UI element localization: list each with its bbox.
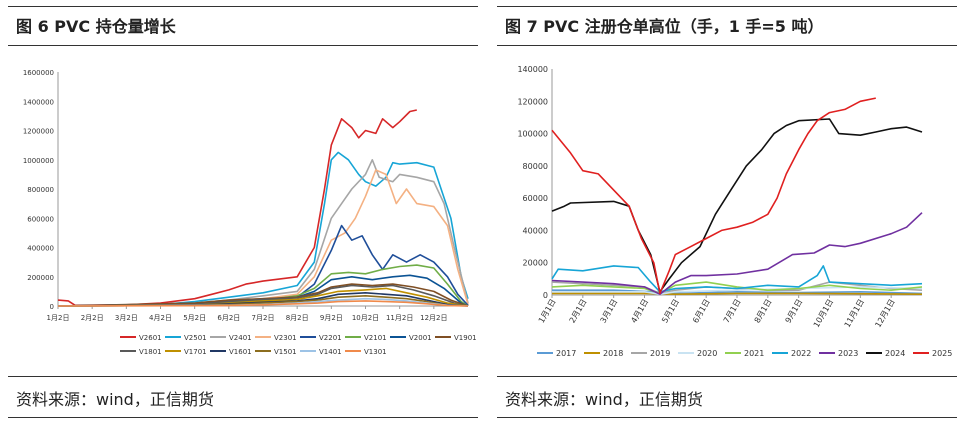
y-tick-label: 140000 — [517, 65, 548, 74]
x-tick-label: 4月2日 — [149, 314, 172, 322]
legend-label-2019: 2019 — [650, 349, 670, 358]
chart-title: 图 6 PVC 持仓量增长 — [16, 17, 176, 36]
series-line-2025 — [551, 97, 876, 295]
x-tick-label: 8月1日 — [753, 298, 774, 325]
y-tick-label: 600000 — [27, 215, 54, 223]
x-tick-label: 6月1日 — [691, 298, 712, 325]
source-note: 资料来源：wind，正信期货 — [505, 390, 703, 409]
bottom-rule — [497, 417, 957, 418]
x-tick-label: 10月1日 — [812, 298, 835, 330]
y-tick-label: 100000 — [517, 130, 548, 139]
x-tick-label: 3月1日 — [599, 298, 620, 325]
series-line-V1801 — [57, 284, 469, 307]
y-tick-label: 0 — [50, 303, 54, 311]
y-tick-label: 20000 — [523, 259, 548, 268]
right-chart-panel: 图 7 PVC 注册仓单高位（手，1 手=5 吨） 0 20000 40000 600… — [497, 0, 957, 427]
x-tick-label: 1月2日 — [47, 314, 70, 322]
y-tick-label: 800000 — [27, 186, 54, 194]
legend-label-V2501: V2501 — [184, 334, 207, 342]
legend-label-V2401: V2401 — [229, 334, 252, 342]
legend-label-V2101: V2101 — [364, 334, 387, 342]
x-tick-label: 5月1日 — [660, 298, 681, 325]
legend-label-2018: 2018 — [603, 349, 623, 358]
legend-label-V1801: V1801 — [139, 348, 162, 356]
legend-label-2024: 2024 — [885, 349, 905, 358]
x-tick-label: 2月2日 — [81, 314, 104, 322]
legend-label-2022: 2022 — [791, 349, 811, 358]
chart-title: 图 7 PVC 注册仓单高位（手，1 手=5 吨） — [505, 17, 824, 36]
series-line-V1301 — [57, 300, 469, 307]
series-line-2017 — [552, 289, 923, 295]
x-tick-label: 9月1日 — [784, 298, 805, 325]
title-rule — [497, 45, 957, 46]
bottom-rule — [8, 417, 478, 418]
y-tick-label: 1400000 — [23, 98, 54, 106]
series-line-2021 — [551, 281, 923, 295]
x-tick-label: 9月2日 — [320, 314, 343, 322]
series-line-V2501 — [57, 151, 469, 307]
x-tick-label: 7月1日 — [722, 298, 743, 325]
legend-label-V2301: V2301 — [274, 334, 297, 342]
legend-label-V2201: V2201 — [319, 334, 342, 342]
x-tick-label: 12月2日 — [420, 314, 447, 322]
x-tick-label: 4月1日 — [629, 298, 650, 325]
legend-label-V1301: V1301 — [364, 348, 387, 356]
legend-label-2025: 2025 — [932, 349, 952, 358]
series-line-V1901 — [57, 283, 469, 307]
legend-label-V1601: V1601 — [229, 348, 252, 356]
source-rule — [8, 376, 478, 377]
series-line-2023 — [551, 212, 923, 295]
legend-label-2023: 2023 — [838, 349, 858, 358]
source-note: 资料来源：wind，正信期货 — [16, 390, 214, 409]
x-tick-label: 11月1日 — [843, 298, 866, 330]
x-tick-label: 6月2日 — [217, 314, 240, 322]
series-line-V2401 — [57, 159, 469, 307]
x-tick-label: 8月2日 — [286, 314, 309, 322]
series-line-2024 — [551, 118, 923, 293]
legend-label-V2001: V2001 — [409, 334, 432, 342]
top-rule — [497, 6, 957, 7]
source-rule — [497, 376, 957, 377]
legend-label-V1701: V1701 — [184, 348, 207, 356]
open-interest-chart: 0 200000 400000 600000 800000 1000000 1200000 1… — [23, 69, 477, 356]
left-chart-panel: 图 6 PVC 持仓量增长 0 200000 400000 600000 800000 1… — [8, 0, 478, 427]
x-tick-label: 5月2日 — [183, 314, 206, 322]
y-tick-label: 1000000 — [23, 157, 54, 165]
legend-label-V1901: V1901 — [454, 334, 477, 342]
legend-label-V2601: V2601 — [139, 334, 162, 342]
x-tick-label: 2月1日 — [568, 298, 589, 325]
y-tick-label: 400000 — [27, 245, 54, 253]
y-tick-label: 200000 — [27, 274, 54, 282]
y-tick-label: 1200000 — [23, 128, 54, 136]
y-tick-label: 0 — [543, 291, 548, 300]
y-tick-label: 120000 — [517, 97, 548, 106]
y-tick-label: 1600000 — [23, 69, 54, 77]
legend-label-2020: 2020 — [697, 349, 717, 358]
series-line-2018 — [552, 292, 923, 295]
x-tick-label: 3月2日 — [115, 314, 138, 322]
x-tick-label: 12月1日 — [873, 298, 896, 330]
series-line-2022 — [551, 265, 923, 293]
x-tick-label: 11月2日 — [386, 314, 413, 322]
top-rule — [8, 6, 478, 7]
warehouse-receipts-chart: 0 20000 40000 60000 80000 100000 120000 140000 1… — [517, 65, 952, 358]
x-tick-label: 7月2日 — [252, 314, 275, 322]
legend-label-2017: 2017 — [556, 349, 576, 358]
legend-label-2021: 2021 — [744, 349, 764, 358]
y-tick-label: 80000 — [523, 162, 548, 171]
y-tick-label: 40000 — [523, 226, 548, 235]
x-tick-label: 10月2日 — [352, 314, 379, 322]
legend-label-V1401: V1401 — [319, 348, 342, 356]
legend-label-V1501: V1501 — [274, 348, 297, 356]
title-rule — [8, 45, 478, 46]
x-tick-label: 1月1日 — [537, 298, 558, 325]
y-tick-label: 60000 — [523, 194, 548, 203]
series-line-V2601 — [57, 109, 417, 307]
